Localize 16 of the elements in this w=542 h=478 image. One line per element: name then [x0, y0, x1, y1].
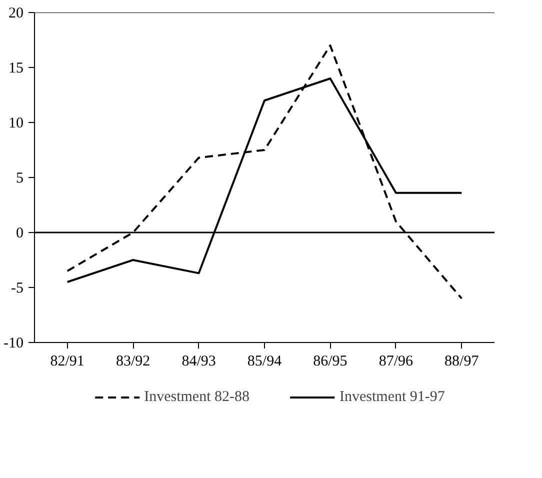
- y-tick-label: 0: [16, 226, 24, 242]
- x-tick-label: 86/95: [313, 354, 348, 370]
- x-tick-label: 87/96: [378, 354, 414, 370]
- y-tick-label: -10: [4, 336, 24, 352]
- y-tick-label: 15: [8, 60, 24, 76]
- x-tick-label: 85/94: [247, 354, 282, 370]
- y-tick-label: 20: [8, 6, 24, 22]
- y-tick-label: 5: [16, 170, 24, 186]
- x-tick-label: 88/97: [444, 354, 480, 370]
- legend-label: Investment 91-97: [340, 388, 445, 406]
- y-tick-label: 10: [8, 116, 24, 132]
- legend-label: Investment 82-88: [144, 388, 250, 406]
- x-tick-label: 82/91: [50, 354, 84, 370]
- x-tick-label: 84/93: [182, 354, 216, 370]
- x-tick-label: 83/92: [116, 354, 150, 370]
- y-tick-label: -5: [11, 280, 24, 296]
